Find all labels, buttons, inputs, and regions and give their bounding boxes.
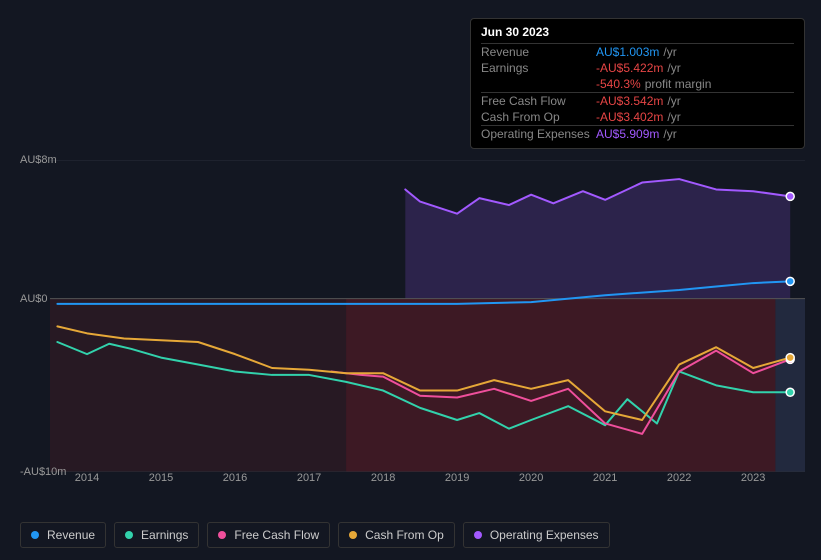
tooltip-row: RevenueAU$1.003m/yr	[481, 43, 794, 60]
legend-item-operating_expenses[interactable]: Operating Expenses	[463, 522, 610, 548]
x-axis-tick: 2016	[223, 472, 247, 508]
x-axis-tick: 2021	[593, 472, 617, 508]
legend-swatch	[474, 531, 482, 539]
x-axis-tick: 2014	[75, 472, 99, 508]
tooltip-row: Free Cash Flow-AU$3.542m/yr	[481, 92, 794, 109]
tooltip-row-suffix: profit margin	[645, 77, 712, 91]
legend-label: Free Cash Flow	[234, 528, 319, 542]
legend-swatch	[31, 531, 39, 539]
y-axis-tick: -AU$10m	[20, 466, 66, 478]
tooltip-row-value: -AU$3.402m/yr	[596, 110, 681, 124]
tooltip-row: Earnings-AU$5.422m/yr	[481, 60, 794, 76]
x-axis-tick: 2019	[445, 472, 469, 508]
chart-legend: Revenue Earnings Free Cash Flow Cash From O…	[20, 522, 610, 548]
legend-swatch	[218, 531, 226, 539]
chart-tooltip: Jun 30 2023 RevenueAU$1.003m/yrEarnings-…	[470, 18, 805, 149]
tooltip-row-label: Earnings	[481, 61, 596, 75]
tooltip-row-suffix: /yr	[667, 110, 680, 124]
tooltip-row-value: -AU$3.542m/yr	[596, 94, 681, 108]
tooltip-row-suffix: /yr	[663, 127, 676, 141]
x-axis-tick: 2017	[297, 472, 321, 508]
y-axis-tick: AU$8m	[20, 154, 57, 166]
x-axis-tick: 2023	[741, 472, 765, 508]
tooltip-row-label	[481, 77, 596, 91]
legend-label: Cash From Op	[365, 528, 444, 542]
tooltip-row-value: AU$1.003m/yr	[596, 45, 677, 59]
x-axis-tick: 2020	[519, 472, 543, 508]
legend-label: Earnings	[141, 528, 188, 542]
tooltip-row-value: AU$5.909m/yr	[596, 127, 677, 141]
tooltip-row-label: Operating Expenses	[481, 127, 596, 141]
tooltip-row: Cash From Op-AU$3.402m/yr	[481, 109, 794, 125]
tooltip-row-label: Revenue	[481, 45, 596, 59]
legend-item-revenue[interactable]: Revenue	[20, 522, 106, 548]
tooltip-row-suffix: /yr	[663, 45, 676, 59]
tooltip-row-value: -540.3%profit margin	[596, 77, 711, 91]
financial-chart: AU$8mAU$0-AU$10m 20142015201620172018201…	[16, 160, 805, 490]
x-axis-tick: 2018	[371, 472, 395, 508]
tooltip-row: Operating ExpensesAU$5.909m/yr	[481, 125, 794, 142]
legend-item-free_cash_flow[interactable]: Free Cash Flow	[207, 522, 330, 548]
tooltip-date: Jun 30 2023	[481, 25, 794, 43]
tooltip-row-value: -AU$5.422m/yr	[596, 61, 681, 75]
legend-swatch	[349, 531, 357, 539]
legend-item-earnings[interactable]: Earnings	[114, 522, 199, 548]
tooltip-row-label: Free Cash Flow	[481, 94, 596, 108]
x-axis-tick: 2022	[667, 472, 691, 508]
tooltip-row-suffix: /yr	[667, 61, 680, 75]
legend-label: Revenue	[47, 528, 95, 542]
legend-swatch	[125, 531, 133, 539]
chart-svg	[16, 160, 805, 472]
x-axis-tick: 2015	[149, 472, 173, 508]
y-axis-tick: AU$0	[20, 293, 48, 305]
tooltip-row: -540.3%profit margin	[481, 76, 794, 92]
legend-item-cash_from_op[interactable]: Cash From Op	[338, 522, 455, 548]
tooltip-row-suffix: /yr	[667, 94, 680, 108]
tooltip-row-label: Cash From Op	[481, 110, 596, 124]
legend-label: Operating Expenses	[490, 528, 599, 542]
